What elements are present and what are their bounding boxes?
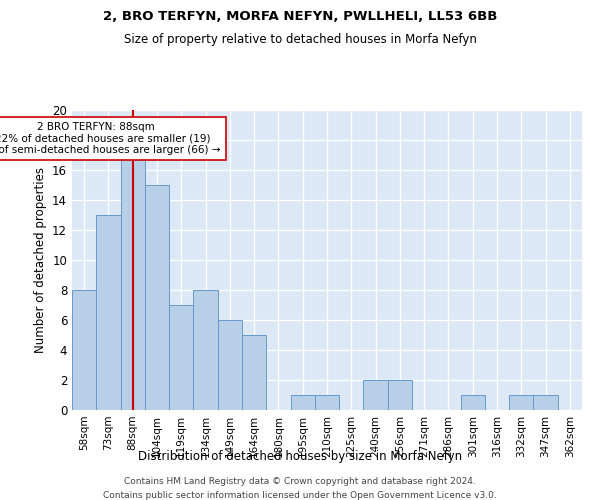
Bar xyxy=(533,395,558,410)
Bar xyxy=(388,380,412,410)
Bar xyxy=(315,395,339,410)
Bar xyxy=(96,215,121,410)
Bar xyxy=(218,320,242,410)
Y-axis label: Number of detached properties: Number of detached properties xyxy=(34,167,47,353)
Bar xyxy=(72,290,96,410)
Bar xyxy=(242,335,266,410)
Bar xyxy=(193,290,218,410)
Bar xyxy=(145,185,169,410)
Bar xyxy=(364,380,388,410)
Bar xyxy=(169,305,193,410)
Text: Distribution of detached houses by size in Morfa Nefyn: Distribution of detached houses by size … xyxy=(138,450,462,463)
Text: Contains HM Land Registry data © Crown copyright and database right 2024.: Contains HM Land Registry data © Crown c… xyxy=(124,478,476,486)
Text: Contains public sector information licensed under the Open Government Licence v3: Contains public sector information licen… xyxy=(103,491,497,500)
Bar xyxy=(290,395,315,410)
Text: 2, BRO TERFYN, MORFA NEFYN, PWLLHELI, LL53 6BB: 2, BRO TERFYN, MORFA NEFYN, PWLLHELI, LL… xyxy=(103,10,497,23)
Bar xyxy=(509,395,533,410)
Bar xyxy=(121,155,145,410)
Text: 2 BRO TERFYN: 88sqm
← 22% of detached houses are smaller (19)
77% of semi-detach: 2 BRO TERFYN: 88sqm ← 22% of detached ho… xyxy=(0,122,221,155)
Text: Size of property relative to detached houses in Morfa Nefyn: Size of property relative to detached ho… xyxy=(124,32,476,46)
Bar xyxy=(461,395,485,410)
